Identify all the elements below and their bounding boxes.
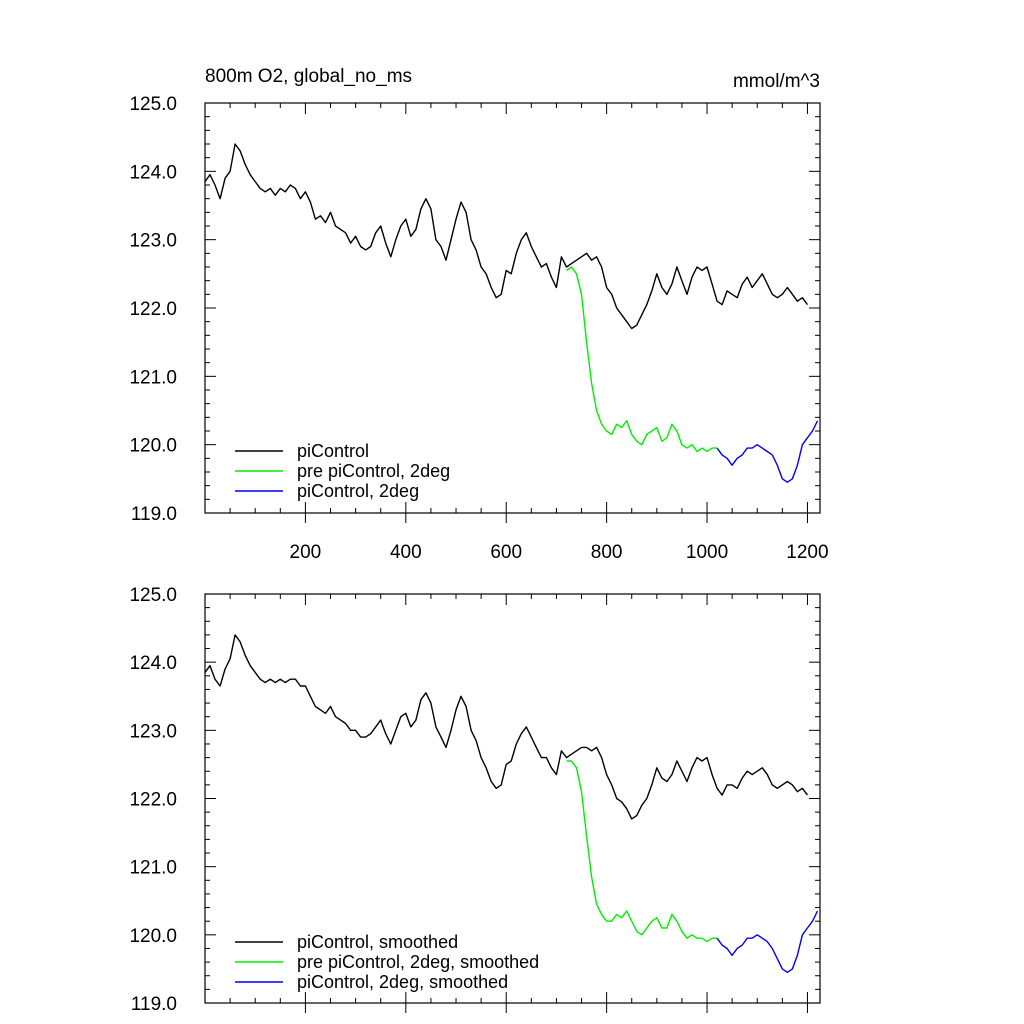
y-tick-label: 123.0 bbox=[129, 231, 177, 252]
y-tick-label: 121.0 bbox=[129, 858, 177, 879]
x-tick-label: 600 bbox=[490, 542, 522, 563]
series-line bbox=[204, 143, 808, 330]
y-tick-label: 119.0 bbox=[131, 504, 177, 525]
x-tick-label: 400 bbox=[390, 542, 422, 563]
x-tick-label: 1200 bbox=[786, 542, 828, 563]
chart-title: 800m O2, global_no_ms bbox=[205, 66, 412, 87]
legend-label: piControl bbox=[297, 441, 369, 461]
panel-1: 119.0 120.0 121.0 122.0 123.0 124.0 125.0 200 40… bbox=[129, 94, 828, 563]
y-tick-label: 123.0 bbox=[129, 721, 177, 742]
units-label: mmol/m^3 bbox=[733, 71, 820, 92]
x-tick-label: 800 bbox=[591, 542, 623, 563]
y-tick-label: 120.0 bbox=[129, 436, 177, 457]
y-tick-label: 125.0 bbox=[129, 94, 177, 115]
y-tick-label: 124.0 bbox=[129, 653, 177, 674]
series-line bbox=[566, 266, 718, 453]
y-tick-label: 125.0 bbox=[129, 585, 177, 606]
legend-label: pre piControl, 2deg, smoothed bbox=[297, 952, 539, 972]
x-tick-label: 1000 bbox=[686, 542, 728, 563]
y-tick-label: 122.0 bbox=[129, 790, 177, 811]
y-tick-label: 124.0 bbox=[129, 162, 177, 183]
series-line bbox=[716, 420, 819, 483]
legend-label: pre piControl, 2deg bbox=[297, 461, 450, 481]
legend-label: piControl, 2deg bbox=[297, 481, 419, 501]
panel-2: 119.0 120.0 121.0 122.0 123.0 124.0 125.0 piCon… bbox=[129, 585, 821, 1015]
y-tick-label: 121.0 bbox=[129, 367, 177, 388]
legend-label: piControl, smoothed bbox=[297, 932, 458, 952]
y-tick-label: 120.0 bbox=[129, 926, 177, 947]
y-tick-label: 119.0 bbox=[131, 994, 177, 1015]
series-line bbox=[566, 760, 718, 943]
x-tick-label: 200 bbox=[290, 542, 322, 563]
chart-panels: 119.0 120.0 121.0 122.0 123.0 124.0 125.0 200 40… bbox=[129, 94, 828, 1015]
y-tick-label: 122.0 bbox=[129, 299, 177, 320]
series-line bbox=[716, 910, 819, 973]
legend-label: piControl, 2deg, smoothed bbox=[297, 972, 508, 992]
series-line bbox=[204, 634, 808, 820]
